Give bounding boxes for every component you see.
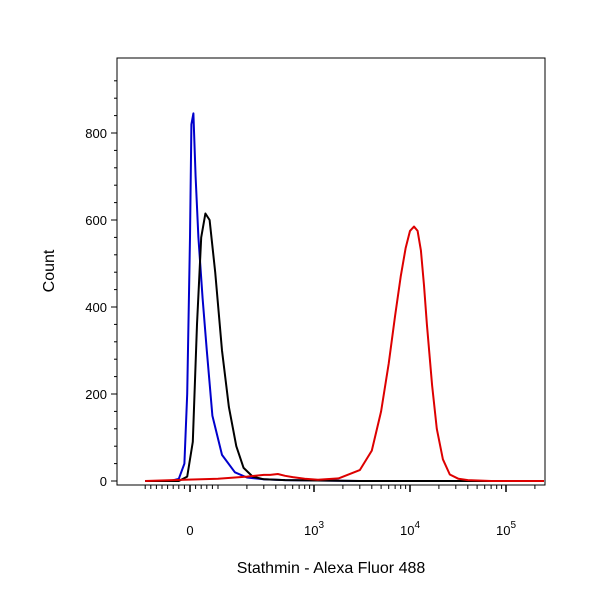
series-layer <box>145 112 544 482</box>
x-tick-label: 103 <box>304 520 324 538</box>
x-axis-ticks: 0 103 104 105 <box>186 485 516 538</box>
histogram-line-black <box>145 212 544 482</box>
x-tick-label: 105 <box>496 520 516 538</box>
y-tick-label: 200 <box>85 387 107 402</box>
histogram-line-red <box>145 225 544 482</box>
y-tick-label: 800 <box>85 126 107 141</box>
y-tick-label: 0 <box>100 474 107 489</box>
x-tick-label: 0 <box>186 523 193 538</box>
plot-frame <box>116 57 546 486</box>
y-tick-label: 400 <box>85 300 107 315</box>
y-tick-label: 600 <box>85 213 107 228</box>
x-tick-label: 104 <box>400 520 420 538</box>
minor-ticks <box>114 80 536 489</box>
x-axis-title: Stathmin - Alexa Fluor 488 <box>237 560 426 577</box>
y-axis-title: Count <box>41 249 58 292</box>
histogram-line-blue <box>145 112 544 482</box>
y-axis-ticks: 0 200 400 600 800 <box>85 126 117 489</box>
